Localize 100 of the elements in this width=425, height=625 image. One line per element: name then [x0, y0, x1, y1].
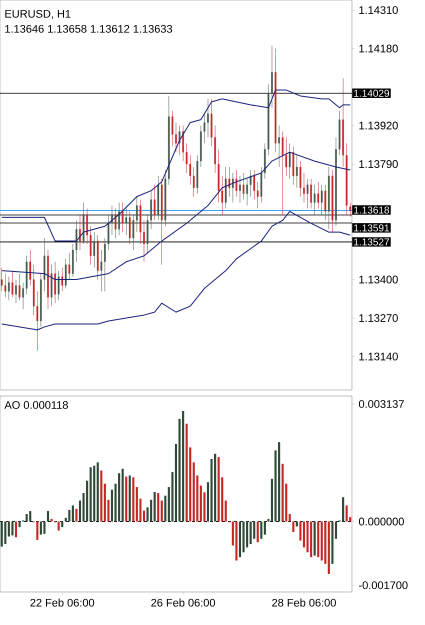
candlestick [250, 170, 252, 197]
y-tick-label: 1.14180 [359, 44, 398, 52]
candlestick [300, 160, 302, 197]
bar [320, 522, 323, 561]
candlestick [253, 170, 256, 200]
ref-line-label: 1.13618 [354, 206, 390, 214]
candlestick [0, 267, 3, 292]
candlestick [242, 172, 244, 200]
candlestick [50, 264, 52, 306]
y-tick-label: 1.13140 [359, 352, 398, 360]
bar [264, 522, 266, 535]
bar [4, 522, 6, 544]
x-tick-label: 28 Feb 06:00 [272, 598, 336, 607]
bar [100, 470, 102, 522]
candlestick [282, 131, 284, 215]
candlestick [58, 270, 60, 301]
ref-line-label: 1.14029 [354, 90, 390, 97]
candlestick [296, 154, 298, 188]
candlestick [15, 279, 17, 304]
candlestick [246, 178, 248, 206]
bar [40, 522, 42, 535]
candlestick [192, 166, 195, 197]
bar [11, 522, 14, 536]
bar [93, 466, 96, 522]
x-tick-label: 26 Feb 06:00 [151, 598, 216, 607]
bar [292, 522, 294, 532]
bar [43, 522, 46, 534]
candlestick [288, 143, 291, 180]
text: EURUSD, H1 [5, 10, 70, 20]
bar [296, 522, 298, 526]
candlestick [114, 208, 116, 238]
chart-title: AO 0.000118 [4, 401, 68, 409]
bar [90, 467, 92, 522]
candlestick [118, 202, 120, 236]
candlestick [324, 184, 326, 221]
bar [278, 442, 280, 522]
bar [36, 522, 38, 540]
candlestick [93, 232, 96, 268]
candlestick [125, 208, 128, 236]
candlestick [285, 137, 288, 176]
candlestick [54, 262, 56, 304]
candlestick [349, 202, 352, 218]
bar [282, 464, 284, 522]
candlestick [18, 273, 20, 301]
x-tick-label: 22 Feb 06:00 [30, 598, 94, 607]
text: 1.13646 1.13658 1.13612 1.13633 [5, 24, 172, 33]
bar [342, 497, 344, 522]
candlestick [68, 252, 70, 280]
y-tick-label: 1.13400 [359, 276, 398, 284]
bar [96, 462, 99, 522]
bar [346, 505, 348, 522]
bar [125, 476, 128, 522]
bar [157, 493, 160, 522]
bar [50, 518, 53, 522]
bar [0, 522, 3, 547]
bar [132, 477, 134, 522]
candlestick [320, 184, 323, 215]
bar [29, 511, 32, 522]
bar [218, 457, 220, 522]
y-tick-label: 1.13790 [359, 160, 398, 168]
candlestick [306, 178, 308, 209]
ref-line-label: 1.13591 [354, 224, 390, 232]
bar [317, 522, 320, 558]
bar [18, 522, 21, 528]
y-tick-label: 1.14310 [359, 6, 398, 14]
candlestick [239, 176, 241, 203]
bar [235, 522, 238, 561]
bar [331, 522, 334, 564]
candlestick [128, 211, 131, 244]
candlestick [64, 258, 67, 289]
candlestick [12, 270, 14, 298]
bar [214, 454, 216, 522]
bar [72, 505, 74, 522]
candlestick [278, 125, 280, 168]
bar [238, 522, 242, 558]
bar [256, 522, 259, 542]
bar [122, 468, 124, 522]
candlestick [122, 202, 124, 232]
y-tick-label: 1.13270 [359, 314, 398, 322]
candlestick [4, 273, 6, 298]
candlestick [232, 172, 234, 203]
candlestick [221, 176, 224, 215]
ref-line-label: 1.13527 [354, 238, 390, 246]
bar [250, 522, 252, 544]
bar [58, 522, 60, 531]
bar [128, 475, 131, 522]
bar [68, 510, 70, 522]
candlestick [207, 98, 209, 138]
candlestick [182, 125, 184, 162]
candlestick [154, 184, 156, 221]
bar [26, 514, 28, 522]
candlestick [236, 170, 238, 197]
y-tick-label: -0.001700 [359, 581, 408, 590]
bar [186, 424, 188, 522]
y-tick-label: 0.000000 [358, 518, 404, 526]
line-series [1, 210, 351, 330]
bar [328, 522, 330, 574]
bar [154, 492, 156, 522]
candlestick [8, 276, 10, 301]
candlestick [292, 146, 294, 186]
